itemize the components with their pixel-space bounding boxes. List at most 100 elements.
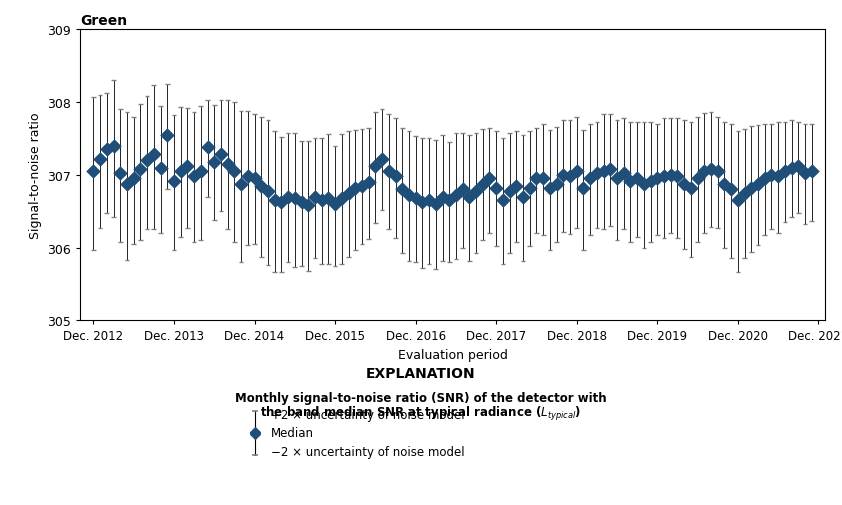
Point <box>651 175 664 183</box>
Point <box>637 180 651 188</box>
Point <box>744 184 758 192</box>
Point <box>469 187 482 195</box>
Point <box>322 195 335 203</box>
Point <box>456 186 469 194</box>
Point <box>462 193 476 201</box>
Point <box>724 186 738 194</box>
Point <box>248 429 262 437</box>
Point <box>496 197 509 205</box>
Point <box>362 179 376 187</box>
Point <box>308 193 322 201</box>
Point <box>644 177 658 185</box>
Point <box>791 163 805 171</box>
Point <box>577 184 590 192</box>
Point <box>617 169 631 177</box>
Point <box>301 202 315 210</box>
Point <box>509 182 523 190</box>
Point <box>120 180 134 188</box>
Point <box>274 199 288 207</box>
Point <box>221 161 234 169</box>
Point <box>563 173 577 181</box>
Point <box>295 199 308 207</box>
Point <box>436 193 450 201</box>
Point <box>369 163 382 171</box>
Point <box>671 173 685 181</box>
Point <box>181 163 195 171</box>
Point <box>200 144 214 152</box>
Point <box>523 184 536 192</box>
Point <box>134 166 147 174</box>
Point <box>482 175 496 183</box>
Point <box>530 175 543 183</box>
Point <box>168 177 181 185</box>
Text: +2 × uncertainty of noise model: +2 × uncertainty of noise model <box>271 409 465 421</box>
Point <box>93 156 107 164</box>
Point <box>758 175 771 183</box>
Point <box>268 197 281 205</box>
Point <box>288 195 301 203</box>
Point <box>778 168 791 176</box>
Point <box>557 172 570 180</box>
Point <box>355 182 369 190</box>
Point <box>127 175 141 183</box>
Point <box>315 197 328 205</box>
Point <box>658 173 671 181</box>
Point <box>805 168 818 176</box>
Point <box>214 151 227 159</box>
Point <box>335 195 349 203</box>
Point <box>449 192 462 200</box>
Point <box>107 142 120 150</box>
Point <box>624 177 637 185</box>
Point <box>476 180 489 188</box>
Point <box>678 180 691 188</box>
X-axis label: Evaluation period: Evaluation period <box>397 348 508 361</box>
Point <box>691 175 705 183</box>
Point <box>604 166 617 174</box>
Point <box>87 168 100 176</box>
Text: the band median SNR at typical radiance ($\mathit{L}_{\mathit{typical}}$): the band median SNR at typical radiance … <box>260 404 582 422</box>
Y-axis label: Signal-to-noise ratio: Signal-to-noise ratio <box>29 112 41 239</box>
Point <box>443 197 456 205</box>
Point <box>154 164 168 172</box>
Point <box>771 173 785 181</box>
Point <box>100 146 114 154</box>
Point <box>664 172 678 180</box>
Point <box>402 192 416 200</box>
Text: EXPLANATION: EXPLANATION <box>366 366 476 380</box>
Point <box>711 168 724 176</box>
Point <box>584 175 597 183</box>
Point <box>631 175 644 183</box>
Point <box>704 166 717 174</box>
Point <box>543 184 557 192</box>
Point <box>798 170 812 178</box>
Point <box>227 168 241 176</box>
Point <box>195 168 208 176</box>
Point <box>261 187 274 195</box>
Point <box>416 199 429 207</box>
Point <box>409 195 423 203</box>
Point <box>738 189 751 197</box>
Point <box>429 200 443 209</box>
Point <box>241 173 254 181</box>
Text: Monthly signal-to-noise ratio (SNR) of the detector with: Monthly signal-to-noise ratio (SNR) of t… <box>235 391 607 405</box>
Point <box>382 168 396 176</box>
Point <box>114 169 127 177</box>
Point <box>785 164 798 172</box>
Point <box>423 197 436 205</box>
Point <box>489 184 503 192</box>
Point <box>610 175 624 183</box>
Point <box>590 170 604 178</box>
Point <box>161 131 174 139</box>
Point <box>281 193 295 201</box>
Point <box>207 159 221 167</box>
Text: Median: Median <box>271 427 314 439</box>
Point <box>234 180 248 188</box>
Point <box>717 180 731 188</box>
Point <box>597 168 610 176</box>
Point <box>685 184 698 192</box>
Point <box>536 175 550 183</box>
Point <box>174 168 188 176</box>
Point <box>396 186 409 194</box>
Point <box>765 172 778 180</box>
Point <box>248 175 261 183</box>
